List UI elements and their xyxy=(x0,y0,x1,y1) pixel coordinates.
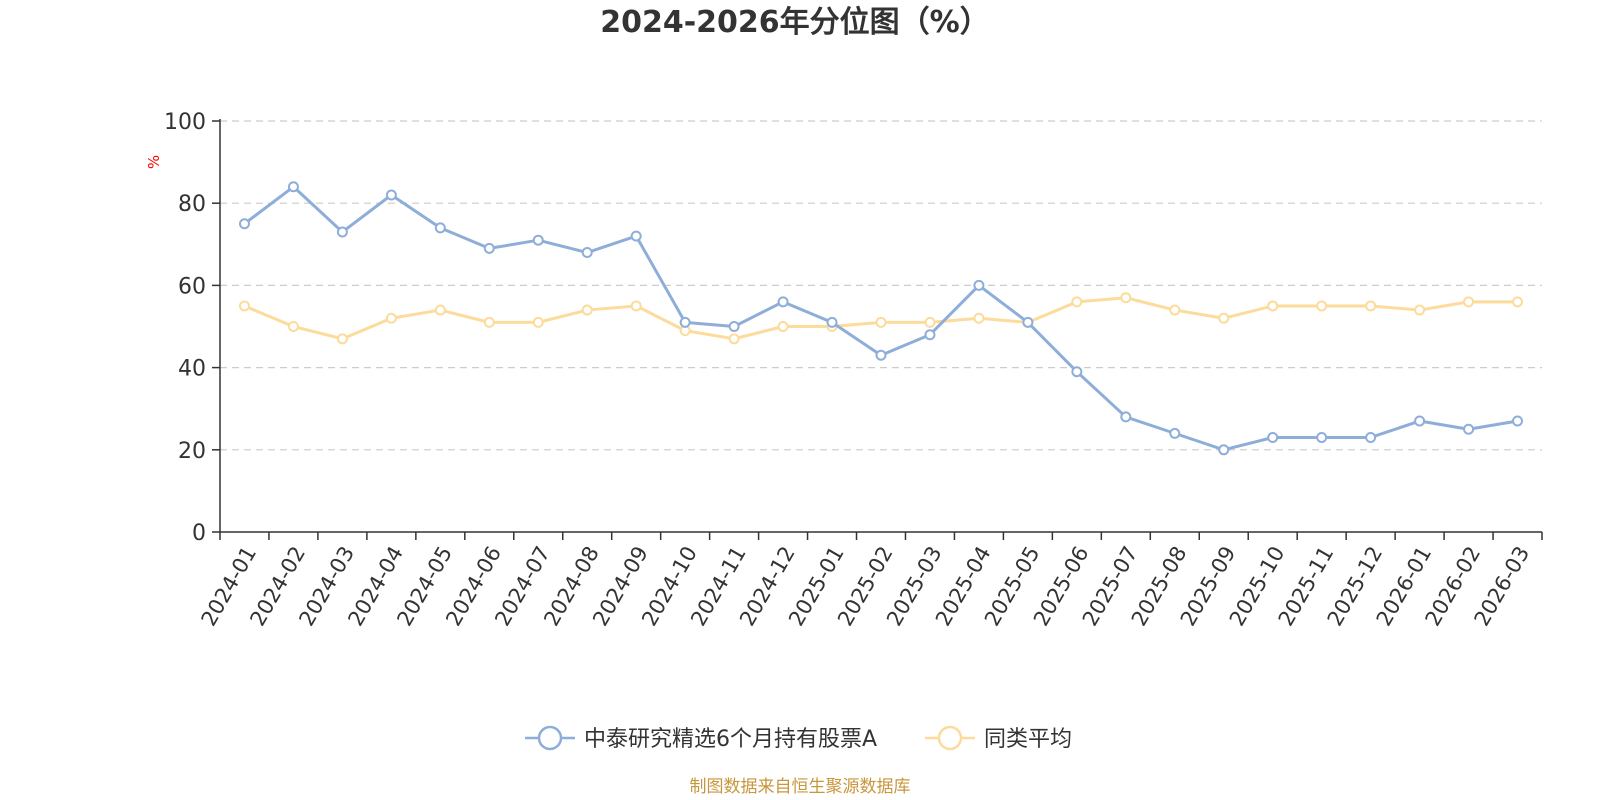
data-point[interactable] xyxy=(581,247,593,259)
data-point[interactable] xyxy=(973,279,985,291)
data-point[interactable] xyxy=(924,316,936,328)
y-tick-label: 0 xyxy=(192,521,206,546)
data-point[interactable] xyxy=(1120,292,1132,304)
data-source-note: 制图数据来自恒生聚源数据库 xyxy=(690,777,911,797)
data-point[interactable] xyxy=(238,300,250,312)
data-point[interactable] xyxy=(1365,300,1377,312)
data-point[interactable] xyxy=(630,230,642,242)
data-point[interactable] xyxy=(1316,300,1328,312)
data-point[interactable] xyxy=(1512,415,1524,427)
chart-title: 2024-2026年分位图（%） xyxy=(600,5,990,40)
y-tick-label: 100 xyxy=(164,110,206,135)
legend-circle-icon xyxy=(937,725,963,751)
data-point[interactable] xyxy=(287,321,299,332)
axes: 0204060801002024-012024-022024-032024-04… xyxy=(164,110,1543,630)
data-point[interactable] xyxy=(875,349,887,361)
y-tick-label: 20 xyxy=(178,439,206,464)
data-point[interactable] xyxy=(777,321,789,332)
data-point[interactable] xyxy=(1365,431,1377,443)
legend-label-fund: 中泰研究精选6个月持有股票A xyxy=(584,727,877,752)
data-point[interactable] xyxy=(1267,300,1279,312)
data-point[interactable] xyxy=(1414,304,1426,316)
y-tick-label: 40 xyxy=(178,357,206,382)
data-point[interactable] xyxy=(336,333,348,345)
data-point[interactable] xyxy=(1071,296,1083,308)
y-tick-label: 80 xyxy=(178,192,206,217)
data-point[interactable] xyxy=(924,329,936,341)
data-point[interactable] xyxy=(728,333,740,345)
data-point[interactable] xyxy=(1169,304,1181,316)
data-point[interactable] xyxy=(385,189,397,201)
gridlines xyxy=(220,120,1542,451)
data-point[interactable] xyxy=(1463,296,1475,308)
legend[interactable]: 中泰研究精选6个月持有股票A 同类平均 xyxy=(525,725,1072,752)
data-point[interactable] xyxy=(777,296,789,308)
data-point[interactable] xyxy=(483,242,495,254)
y-tick-label: 60 xyxy=(178,274,206,299)
data-point[interactable] xyxy=(1316,431,1328,443)
data-point[interactable] xyxy=(1022,316,1034,328)
y-axis-unit-label: % xyxy=(145,155,163,169)
data-point[interactable] xyxy=(630,300,642,312)
data-point[interactable] xyxy=(1414,415,1426,427)
legend-label-average: 同类平均 xyxy=(984,727,1072,752)
data-point[interactable] xyxy=(238,218,250,230)
series-lines xyxy=(238,181,1524,456)
data-point[interactable] xyxy=(826,316,838,328)
data-point[interactable] xyxy=(728,321,740,332)
data-point[interactable] xyxy=(1463,423,1475,435)
data-point[interactable] xyxy=(1071,366,1083,378)
legend-item-average[interactable]: 同类平均 xyxy=(925,725,1072,752)
data-point[interactable] xyxy=(679,316,691,328)
data-point[interactable] xyxy=(581,304,593,316)
data-point[interactable] xyxy=(973,312,985,324)
data-point[interactable] xyxy=(1512,296,1524,308)
data-point[interactable] xyxy=(532,316,544,328)
data-point[interactable] xyxy=(385,312,397,324)
data-point[interactable] xyxy=(1218,444,1230,456)
data-point[interactable] xyxy=(875,316,887,328)
data-point[interactable] xyxy=(1218,312,1230,324)
data-point[interactable] xyxy=(434,222,446,234)
legend-circle-icon xyxy=(537,725,563,751)
data-point[interactable] xyxy=(1169,427,1181,439)
data-point[interactable] xyxy=(1267,431,1279,443)
data-point[interactable] xyxy=(483,316,495,328)
data-point[interactable] xyxy=(434,304,446,316)
data-point[interactable] xyxy=(336,226,348,238)
data-point[interactable] xyxy=(287,181,299,193)
data-point[interactable] xyxy=(1120,411,1132,423)
data-point[interactable] xyxy=(532,234,544,246)
legend-item-fund[interactable]: 中泰研究精选6个月持有股票A xyxy=(525,725,877,752)
